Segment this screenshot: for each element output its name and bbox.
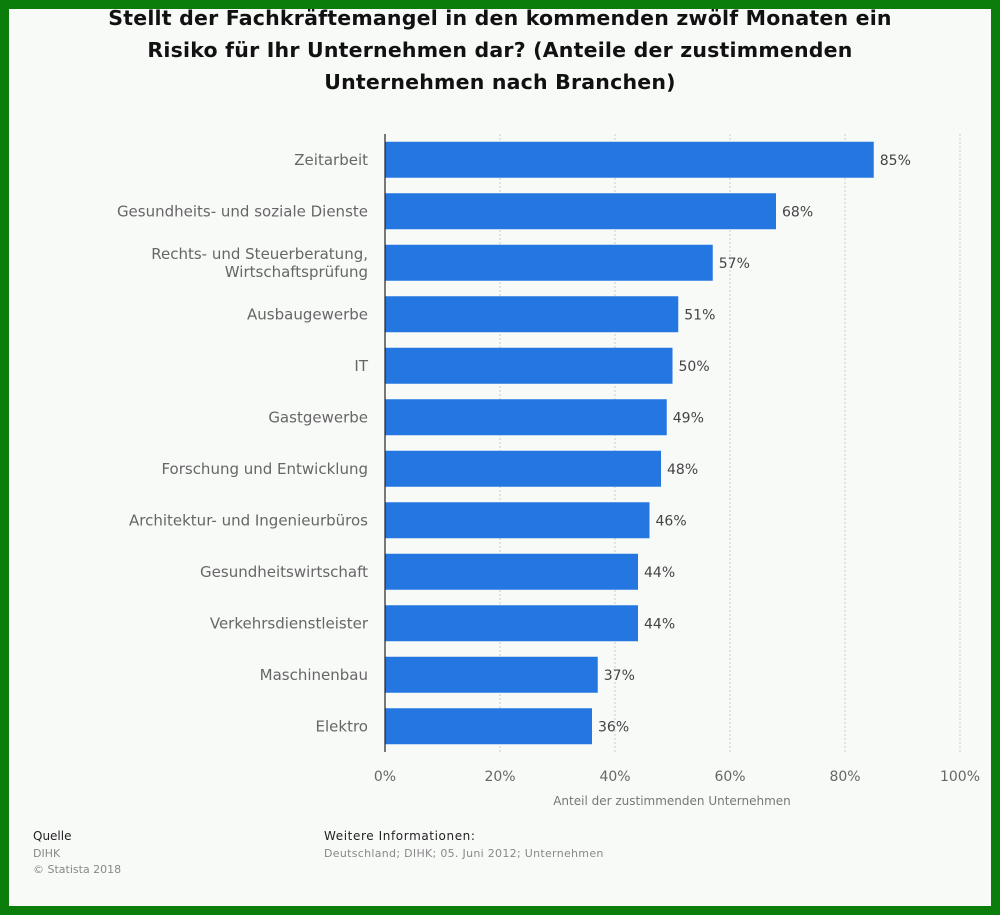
source-heading: Quelle — [33, 829, 72, 843]
x-tick-label: 20% — [484, 769, 515, 785]
category-label: Ausbaugewerbe — [247, 305, 368, 323]
category-label: Gesundheitswirtschaft — [200, 563, 368, 581]
x-tick-label: 40% — [599, 769, 630, 785]
value-label: 46% — [656, 513, 687, 529]
info-heading: Weitere Informationen: — [324, 829, 476, 843]
source-name: DIHK — [33, 847, 61, 860]
x-tick-label: 100% — [940, 769, 980, 785]
value-label: 36% — [598, 719, 629, 735]
bar — [385, 502, 650, 539]
x-axis-title: Anteil der zustimmenden Unternehmen — [553, 794, 791, 808]
category-label: IT — [354, 357, 368, 375]
chart-title: Stellt der Fachkräftemangel in den komme… — [60, 2, 940, 98]
title-line-1: Stellt der Fachkräftemangel in den komme… — [108, 6, 892, 30]
category-label: Gastgewerbe — [268, 408, 368, 426]
value-label: 57% — [719, 256, 750, 272]
category-label: Wirtschaftsprüfung — [225, 263, 368, 281]
bar — [385, 244, 713, 281]
value-label: 50% — [679, 359, 710, 375]
x-tick-label: 60% — [714, 769, 745, 785]
value-label: 48% — [667, 462, 698, 478]
value-label: 68% — [782, 204, 813, 220]
bar — [385, 656, 598, 693]
bar — [385, 141, 874, 178]
x-tick-label: 0% — [374, 769, 396, 785]
bar — [385, 450, 661, 487]
title-line-2: Risiko für Ihr Unternehmen dar? (Anteile… — [147, 38, 853, 62]
bar — [385, 193, 776, 230]
value-label: 44% — [644, 616, 675, 632]
category-label: Gesundheits- und soziale Dienste — [117, 202, 368, 220]
category-label: Elektro — [316, 717, 368, 735]
bar — [385, 399, 667, 436]
value-label: 51% — [684, 307, 715, 323]
copyright-text[interactable]: © Statista 2018 — [33, 863, 122, 876]
title-line-3: Unternehmen nach Branchen) — [324, 70, 676, 94]
category-label: Architektur- und Ingenieurbüros — [129, 511, 368, 529]
bar — [385, 605, 638, 642]
value-label: 37% — [604, 668, 635, 684]
value-label: 44% — [644, 565, 675, 581]
category-label: Maschinenbau — [260, 666, 368, 684]
bar — [385, 296, 679, 333]
bar — [385, 708, 592, 745]
category-label: Zeitarbeit — [294, 151, 368, 169]
bar — [385, 553, 638, 590]
category-label: Forschung und Entwicklung — [161, 460, 368, 478]
value-label: 49% — [673, 410, 704, 426]
x-tick-label: 80% — [829, 769, 860, 785]
value-label: 85% — [880, 153, 911, 169]
bar — [385, 347, 673, 384]
info-text: Deutschland; DIHK; 05. Juni 2012; Untern… — [324, 847, 604, 860]
category-label: Verkehrsdienstleister — [210, 614, 369, 632]
category-label: Rechts- und Steuerberatung, — [151, 245, 368, 263]
